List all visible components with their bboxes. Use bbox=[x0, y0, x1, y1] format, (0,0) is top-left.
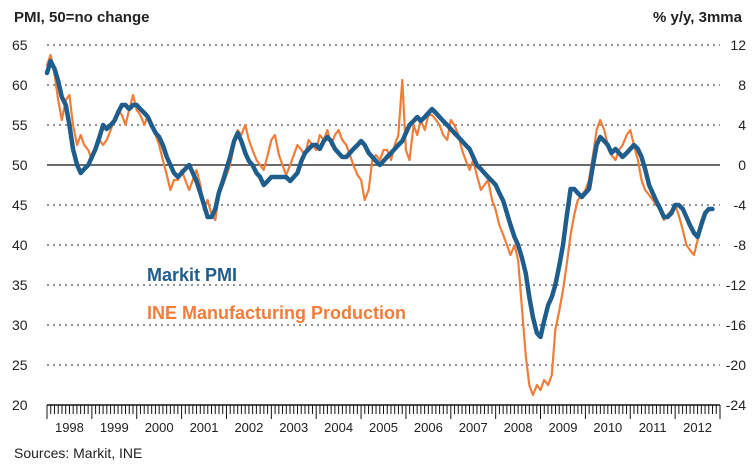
year-label: 1999 bbox=[100, 420, 129, 435]
left-axis-title: PMI, 50=no change bbox=[14, 9, 149, 26]
year-label: 2006 bbox=[414, 420, 443, 435]
year-label: 2001 bbox=[190, 420, 219, 435]
right-tick-label: -16 bbox=[726, 317, 746, 333]
right-tick-label: 12 bbox=[730, 37, 746, 53]
left-axis-ticks: 20 25 30 35 40 45 50 55 60 65 bbox=[12, 37, 28, 413]
right-tick-label: 8 bbox=[738, 77, 746, 93]
x-axis: 1998 1999 2000 2001 2002 2003 2004 2005 2006 2007… bbox=[46, 404, 721, 435]
right-axis-title: % y/y, 3mma bbox=[653, 9, 743, 26]
year-label: 2012 bbox=[683, 420, 712, 435]
year-label: 2000 bbox=[145, 420, 174, 435]
left-tick-label: 40 bbox=[12, 237, 28, 253]
right-tick-label: 4 bbox=[738, 117, 746, 133]
right-axis-ticks: -24 -20 -16 -12 -8 -4 0 4 8 12 bbox=[726, 37, 746, 413]
left-tick-label: 65 bbox=[12, 37, 28, 53]
year-label: 2004 bbox=[324, 420, 353, 435]
left-tick-label: 55 bbox=[12, 117, 28, 133]
year-label: 2009 bbox=[549, 420, 578, 435]
source-note: Sources: Markit, INE bbox=[14, 445, 142, 461]
year-label: 2007 bbox=[459, 420, 488, 435]
right-tick-label: -12 bbox=[726, 277, 746, 293]
gridlines bbox=[47, 44, 720, 366]
year-label: 2005 bbox=[369, 420, 398, 435]
left-tick-label: 35 bbox=[12, 277, 28, 293]
legend-markit-pmi: Markit PMI bbox=[147, 265, 237, 285]
left-tick-label: 25 bbox=[12, 357, 28, 373]
series-line-markit-pmi bbox=[44, 58, 715, 340]
year-label: 2008 bbox=[504, 420, 533, 435]
left-tick-label: 30 bbox=[12, 317, 28, 333]
left-tick-label: 50 bbox=[12, 157, 28, 173]
right-tick-label: -4 bbox=[734, 197, 747, 213]
right-tick-label: -8 bbox=[734, 237, 747, 253]
year-label: 2002 bbox=[234, 420, 263, 435]
left-tick-label: 20 bbox=[12, 397, 28, 413]
series-layer bbox=[44, 53, 715, 397]
legend-ine-production: INE Manufacturing Production bbox=[147, 303, 406, 323]
year-label: 2003 bbox=[279, 420, 308, 435]
right-tick-label: -20 bbox=[726, 357, 746, 373]
year-label: 2011 bbox=[639, 420, 667, 435]
right-tick-label: -24 bbox=[726, 397, 746, 413]
year-label: 2010 bbox=[593, 420, 622, 435]
left-tick-label: 60 bbox=[12, 77, 28, 93]
right-tick-label: 0 bbox=[738, 157, 746, 173]
year-label: 1998 bbox=[55, 420, 84, 435]
left-tick-label: 45 bbox=[12, 197, 28, 213]
series-line-ine-production bbox=[45, 53, 707, 397]
